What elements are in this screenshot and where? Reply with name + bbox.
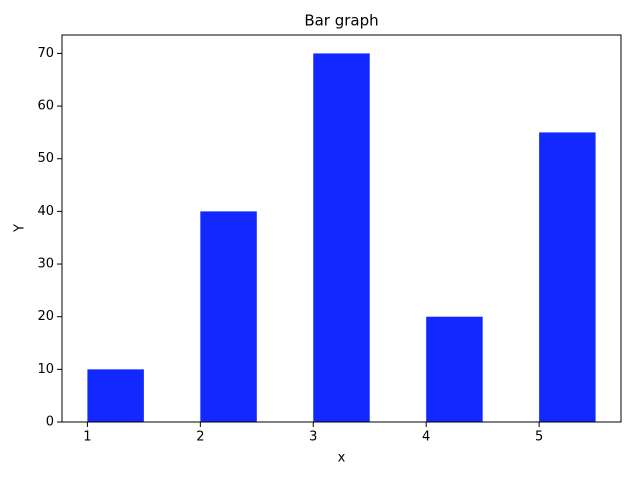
y-tick-label: 40: [37, 204, 54, 219]
y-tick-label: 50: [37, 151, 54, 166]
chart-title: Bar graph: [304, 12, 378, 30]
bar: [313, 53, 370, 423]
y-tick-label: 70: [37, 46, 54, 61]
y-tick-label: 60: [37, 99, 54, 114]
x-tick-label: 1: [83, 430, 91, 445]
x-axis-label: x: [338, 451, 346, 466]
x-tick-label: 4: [422, 430, 430, 445]
bar: [87, 369, 144, 422]
y-tick-label: 20: [37, 309, 54, 324]
x-tick-label: 2: [196, 430, 204, 445]
x-tick-label: 3: [309, 430, 317, 445]
y-axis-label: Y: [13, 224, 28, 233]
x-tick-label: 5: [535, 430, 543, 445]
bar: [426, 316, 483, 422]
bar: [539, 132, 596, 423]
y-tick-label: 0: [46, 415, 54, 430]
y-tick-label: 10: [37, 362, 54, 377]
bar: [200, 211, 257, 422]
y-tick-label: 30: [37, 257, 54, 272]
plot-frame: [61, 34, 622, 423]
